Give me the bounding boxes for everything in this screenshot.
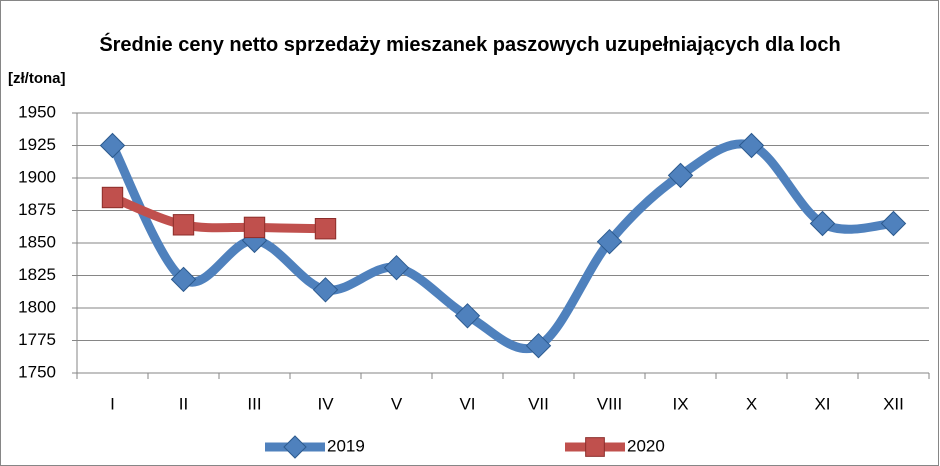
x-tick-label: XI xyxy=(814,394,830,413)
y-tick-label: 1875 xyxy=(18,200,56,219)
x-tick-label: V xyxy=(391,394,403,413)
legend-label: 2019 xyxy=(327,436,365,455)
data-point xyxy=(525,332,552,359)
x-tick-label: I xyxy=(110,394,115,413)
x-tick-label: II xyxy=(179,394,188,413)
y-tick-label: 1925 xyxy=(18,135,56,154)
y-tick-label: 1800 xyxy=(18,297,56,316)
y-tick-label: 1900 xyxy=(18,167,56,186)
data-point xyxy=(383,254,410,281)
x-tick-label: X xyxy=(746,394,757,413)
chart-title: Średnie ceny netto sprzedaży mieszanek p… xyxy=(99,34,841,56)
data-point xyxy=(99,132,126,159)
series-line xyxy=(108,193,330,234)
data-point xyxy=(667,162,694,189)
data-point xyxy=(809,210,836,237)
data-point xyxy=(243,216,266,239)
y-tick-label: 1950 xyxy=(18,102,56,121)
data-point xyxy=(172,214,195,236)
x-tick-label: VII xyxy=(528,394,549,413)
y-axis-label: [zł/tona] xyxy=(8,70,66,87)
data-point xyxy=(101,186,124,209)
data-point xyxy=(880,210,907,237)
y-tick-label: 1850 xyxy=(18,232,56,251)
y-tick-label: 1750 xyxy=(18,362,56,381)
data-point xyxy=(314,218,337,240)
x-tick-label: IV xyxy=(317,394,334,413)
data-point xyxy=(312,277,339,303)
legend-marker xyxy=(283,435,307,459)
y-tick-label: 1825 xyxy=(18,265,56,284)
x-tick-label: III xyxy=(247,394,261,413)
data-point xyxy=(596,228,623,255)
y-tick-label: 1775 xyxy=(18,330,56,349)
x-tick-label: VI xyxy=(459,394,475,413)
data-point xyxy=(170,266,197,293)
x-tick-label: XII xyxy=(883,394,904,413)
data-point xyxy=(738,132,765,159)
x-tick-label: IX xyxy=(672,394,688,413)
legend-label: 2020 xyxy=(627,436,665,455)
data-point xyxy=(454,303,481,329)
x-tick-label: VIII xyxy=(597,394,623,413)
legend-marker xyxy=(585,437,605,457)
